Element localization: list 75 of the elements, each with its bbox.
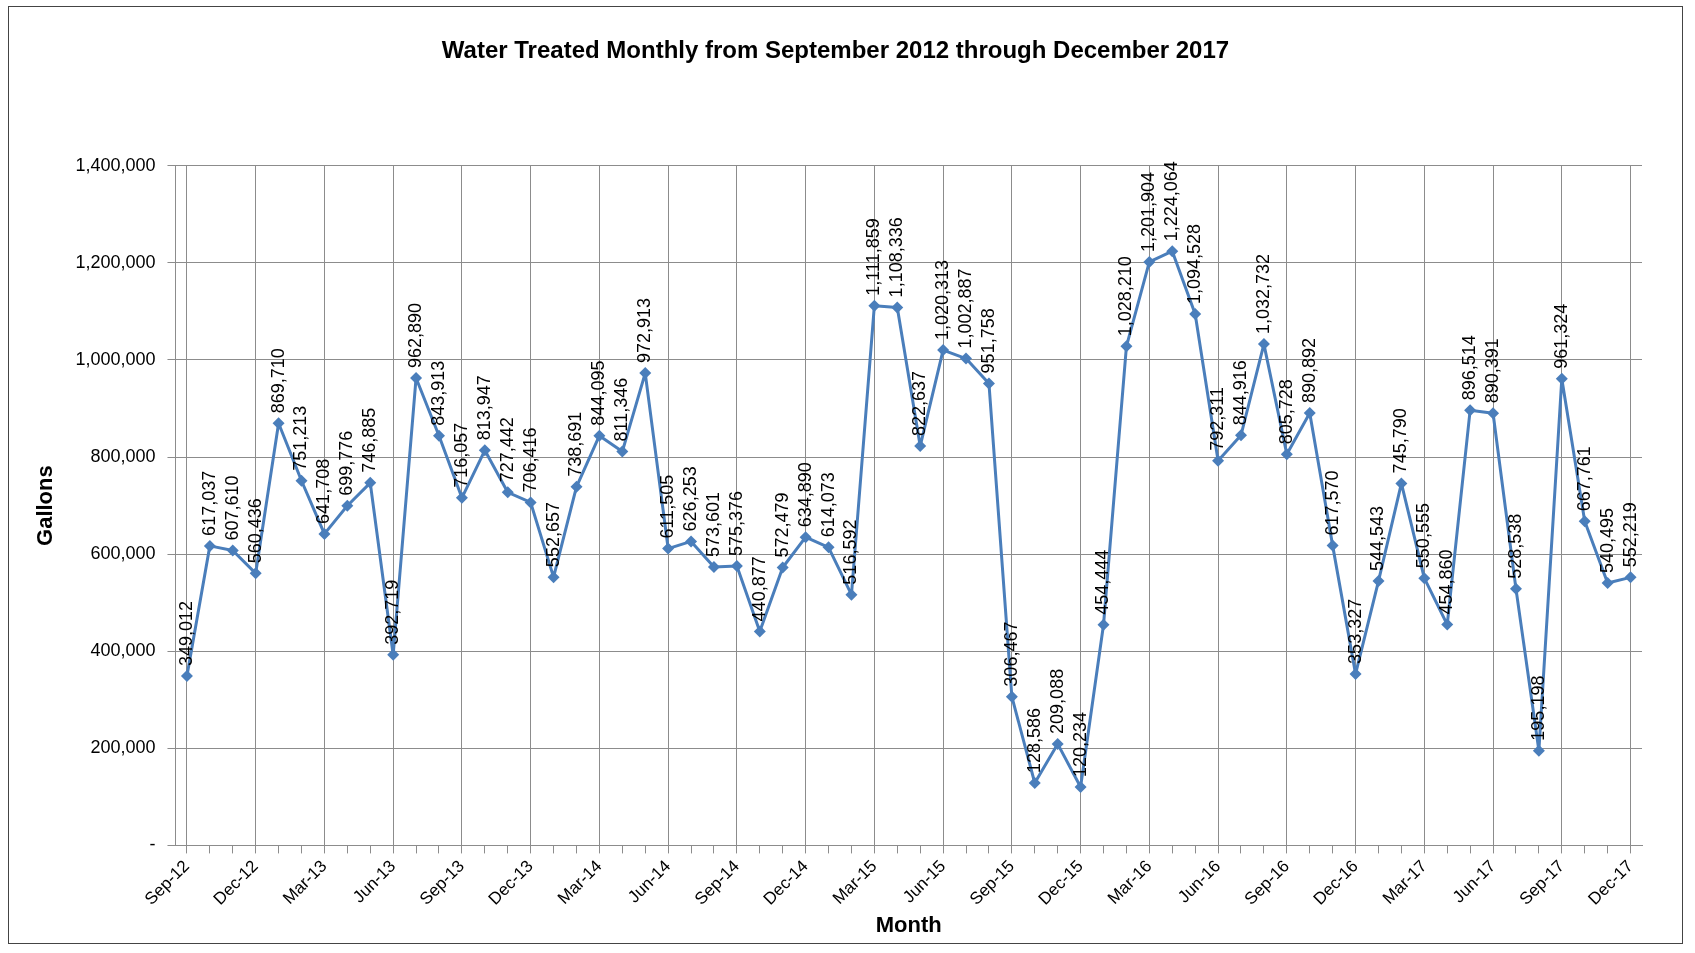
data-label: 961,324 <box>1550 303 1571 369</box>
y-tick-label: 400,000 <box>90 640 156 661</box>
y-tick-label: - <box>149 834 156 855</box>
data-label: 617,570 <box>1321 470 1342 536</box>
data-label: 792,311 <box>1207 387 1228 451</box>
data-label: 951,758 <box>977 308 998 374</box>
data-label: 1,032,732 <box>1252 254 1273 335</box>
data-label: 1,111,859 <box>863 218 884 296</box>
data-label: 844,095 <box>588 360 609 426</box>
y-tick-label: 200,000 <box>90 737 156 758</box>
data-label: 454,444 <box>1092 549 1113 615</box>
data-label: 890,391 <box>1482 338 1503 404</box>
data-label: 550,555 <box>1413 503 1434 569</box>
data-label: 805,728 <box>1275 379 1296 445</box>
data-label: 349,012 <box>175 600 196 666</box>
y-tick-label: 1,200,000 <box>75 251 156 272</box>
data-label: 751,213 <box>290 405 311 471</box>
data-label: 822,637 <box>909 371 930 437</box>
data-label: 706,416 <box>519 427 540 493</box>
data-label: 440,877 <box>748 556 769 622</box>
data-label: 575,376 <box>725 491 746 557</box>
y-tick-label: 800,000 <box>90 446 156 467</box>
data-label: 1,224,064 <box>1161 161 1182 242</box>
data-label: 843,913 <box>427 360 448 426</box>
y-tick-label: 600,000 <box>90 543 156 564</box>
data-label: 813,947 <box>473 375 494 441</box>
data-label: 540,495 <box>1596 507 1617 574</box>
data-label: 516,592 <box>840 519 861 585</box>
data-label: 120,234 <box>1069 711 1090 778</box>
data-label: 972,913 <box>634 298 655 364</box>
data-label: 746,885 <box>359 407 380 473</box>
data-label: 1,108,336 <box>886 217 907 298</box>
x-axis-title: Month <box>875 911 942 937</box>
data-label: 552,657 <box>542 502 563 568</box>
data-label: 392,719 <box>382 579 403 645</box>
data-label: 699,776 <box>336 430 357 496</box>
data-label: 544,543 <box>1367 505 1388 572</box>
data-label: 738,691 <box>565 411 586 477</box>
data-label: 634,890 <box>794 462 815 528</box>
data-label: 1,094,528 <box>1184 224 1205 305</box>
data-label: 573,601 <box>702 491 723 557</box>
y-tick-label: 1,000,000 <box>75 348 156 369</box>
data-label: 607,610 <box>221 475 242 541</box>
data-label: 716,057 <box>450 422 471 488</box>
data-label: 572,479 <box>771 492 792 558</box>
data-label: 667,761 <box>1573 446 1594 512</box>
y-tick-label: 1,400,000 <box>75 154 156 175</box>
data-label: 869,710 <box>267 348 288 414</box>
data-label: 353,327 <box>1344 598 1365 664</box>
chart-title: Water Treated Monthly from September 2012 through December 2017 <box>441 36 1230 64</box>
data-label: 844,916 <box>1229 360 1250 426</box>
y-axis-title: Gallons <box>32 465 58 546</box>
data-label: 896,514 <box>1459 335 1480 401</box>
data-label: 641,708 <box>313 458 334 524</box>
data-label: 811,346 <box>611 377 632 442</box>
data-label: 195,198 <box>1527 675 1548 741</box>
data-label: 617,037 <box>198 470 219 536</box>
data-label: 727,442 <box>496 417 517 483</box>
data-label: 745,790 <box>1390 408 1411 474</box>
data-label: 306,467 <box>1000 621 1021 687</box>
data-label: 128,586 <box>1023 707 1044 773</box>
data-label: 454,860 <box>1436 549 1457 615</box>
data-label: 1,020,313 <box>932 260 953 341</box>
data-label: 560,436 <box>244 498 265 564</box>
data-label: 626,253 <box>680 466 701 532</box>
data-label: 1,002,887 <box>954 268 975 349</box>
data-label: 528,538 <box>1504 513 1525 579</box>
data-label: 1,201,904 <box>1138 171 1159 252</box>
data-label: 614,073 <box>817 472 838 538</box>
data-label: 611,505 <box>657 474 678 539</box>
data-label: 209,088 <box>1046 668 1067 734</box>
data-label: 1,028,210 <box>1115 256 1136 337</box>
data-label: 962,890 <box>405 302 426 368</box>
data-label: 890,892 <box>1298 337 1319 403</box>
data-label: 552,219 <box>1619 502 1640 568</box>
